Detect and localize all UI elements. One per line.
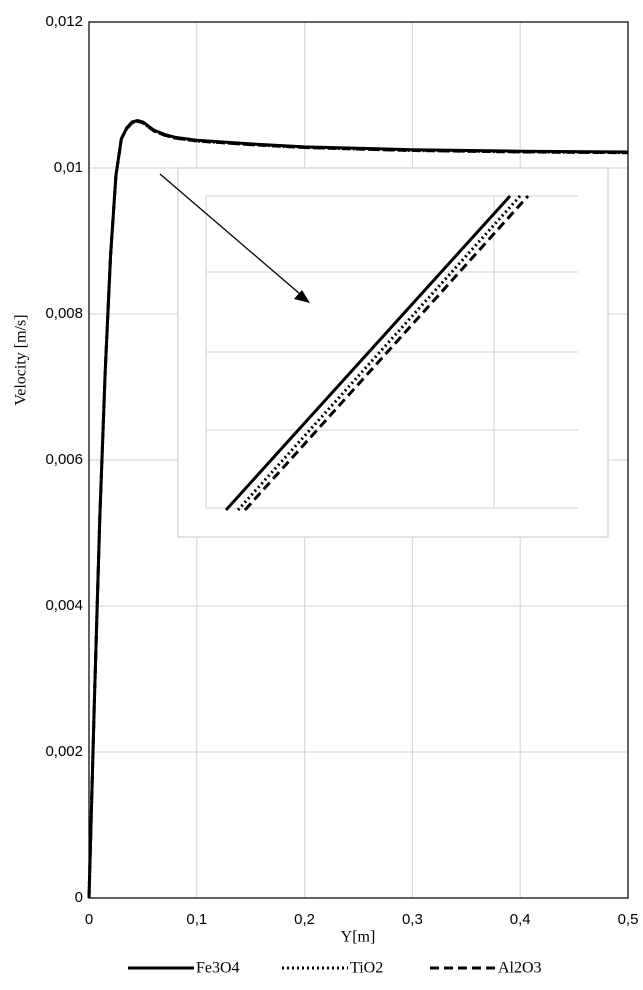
legend-label: Fe3O4 bbox=[196, 960, 240, 977]
inset-line bbox=[243, 194, 530, 512]
inset-grid bbox=[205, 195, 578, 509]
series-line bbox=[87, 119, 629, 899]
y-tick-label: 0,006 bbox=[45, 451, 83, 468]
y-tick-label: 0 bbox=[75, 889, 83, 906]
x-tick-label: 0,3 bbox=[402, 911, 423, 928]
y-tick-label: 0,008 bbox=[45, 305, 83, 322]
arrow-shaft bbox=[159, 173, 301, 295]
arrow bbox=[159, 173, 310, 303]
inset bbox=[177, 167, 609, 538]
legend-label: TiO2 bbox=[350, 960, 383, 977]
plot-frame bbox=[88, 21, 629, 899]
x-axis-label: Y[m] bbox=[341, 929, 376, 946]
y-axis-label: Velocity [m/s] bbox=[13, 314, 30, 405]
x-tick-label: 0,1 bbox=[186, 911, 207, 928]
x-tick-label: 0 bbox=[85, 911, 93, 928]
inset-line bbox=[236, 194, 522, 512]
y-tick-label: 0,002 bbox=[45, 743, 83, 760]
legend: Fe3O4 TiO2 Al2O3 bbox=[128, 960, 542, 977]
x-tick-label: 0,4 bbox=[510, 911, 531, 928]
y-tick-label: 0,01 bbox=[54, 159, 83, 176]
series-line bbox=[87, 119, 629, 899]
y-tick-label: 0,012 bbox=[45, 13, 83, 30]
inset-line bbox=[224, 194, 512, 512]
y-tick-label: 0,004 bbox=[45, 597, 83, 614]
x-tick-label: 0,5 bbox=[618, 911, 639, 928]
legend-label: Al2O3 bbox=[498, 960, 542, 977]
x-tick-label: 0,2 bbox=[294, 911, 315, 928]
arrow-head bbox=[294, 290, 310, 303]
